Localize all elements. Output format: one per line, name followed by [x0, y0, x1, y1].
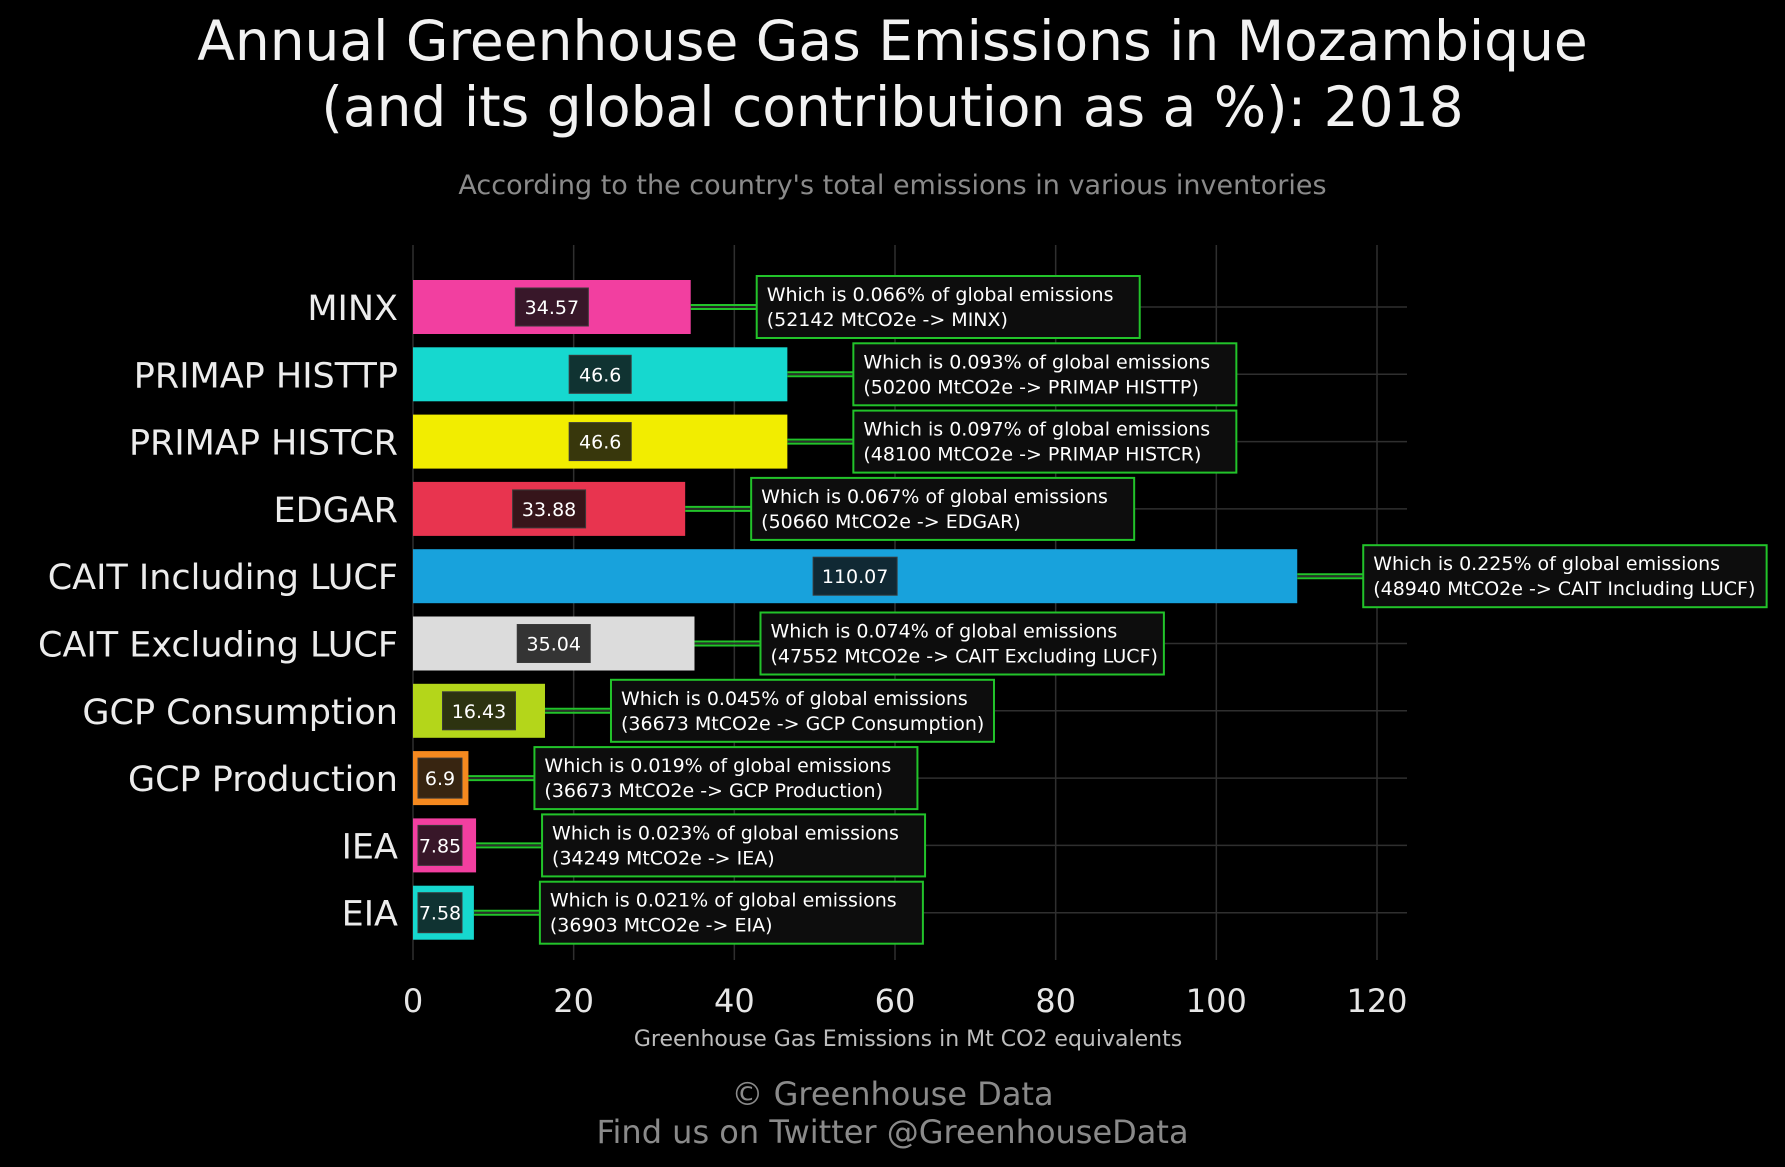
- annotation-line2: (36673 MtCO2e -> GCP Production): [544, 780, 883, 802]
- value-label-box: [568, 354, 632, 394]
- chart-subtitle: According to the country's total emissio…: [458, 170, 1327, 201]
- annotation-line2: (52142 MtCO2e -> MINX): [767, 309, 1008, 331]
- annotation-line1: Which is 0.066% of global emissions: [767, 284, 1114, 306]
- value-label-box: [514, 287, 589, 327]
- x-tick-label: 20: [553, 982, 594, 1020]
- annotation-line1: Which is 0.023% of global emissions: [552, 822, 899, 844]
- footer-twitter: Find us on Twitter @GreenhouseData: [596, 1113, 1189, 1151]
- annotation-box: [852, 409, 1238, 474]
- annotation-box: [538, 880, 924, 945]
- value-label-box: [417, 824, 463, 866]
- value-label: 16.43: [452, 701, 506, 723]
- chart-title: Annual Greenhouse Gas Emissions in Mozam…: [0, 8, 1785, 140]
- annotation-line1: Which is 0.067% of global emissions: [761, 486, 1108, 508]
- chart-title-line2: (and its global contribution as a %): 20…: [321, 75, 1464, 139]
- annotation-box: [1362, 544, 1768, 609]
- value-label: 46.6: [579, 432, 621, 454]
- annotation-box: [759, 611, 1165, 676]
- annotation-line2: (36673 MtCO2e -> GCP Consumption): [621, 713, 984, 735]
- value-label: 7.58: [419, 903, 461, 925]
- value-label-box: [417, 757, 463, 799]
- category-label: GCP Consumption: [82, 693, 398, 733]
- chart-title-line1: Annual Greenhouse Gas Emissions in Mozam…: [197, 9, 1588, 73]
- value-label-box: [568, 422, 632, 462]
- annotation-line1: Which is 0.074% of global emissions: [770, 621, 1117, 643]
- annotation-line2: (34249 MtCO2e -> IEA): [552, 847, 775, 869]
- value-label: 34.57: [525, 297, 579, 319]
- category-label: EIA: [342, 895, 398, 935]
- x-tick-label: 100: [1186, 982, 1247, 1020]
- annotation-line1: Which is 0.021% of global emissions: [550, 890, 897, 912]
- value-label: 46.6: [579, 364, 621, 386]
- category-label: CAIT Excluding LUCF: [38, 626, 398, 666]
- x-tick-label: 60: [875, 982, 916, 1020]
- annotation-line2: (50660 MtCO2e -> EDGAR): [761, 511, 1021, 533]
- value-label-box: [417, 892, 463, 934]
- annotation-line2: (50200 MtCO2e -> PRIMAP HISTTP): [863, 376, 1198, 398]
- value-label-box: [441, 691, 516, 731]
- annotation-line1: Which is 0.097% of global emissions: [863, 419, 1210, 441]
- annotation-line2: (36903 MtCO2e -> EIA): [550, 915, 773, 937]
- footer-copyright: © Greenhouse Data: [731, 1075, 1054, 1113]
- x-tick-label: 120: [1346, 982, 1407, 1020]
- category-label: IEA: [342, 827, 398, 867]
- x-tick-label: 0: [403, 982, 423, 1020]
- value-label: 33.88: [522, 499, 576, 521]
- annotation-box: [609, 678, 995, 743]
- annotation-box: [541, 813, 927, 878]
- category-labels: MINX PRIMAP HISTTP PRIMAP HISTCR EDGAR CAIT …: [38, 289, 398, 935]
- value-label: 35.04: [527, 634, 581, 656]
- x-tick-label: 40: [714, 982, 755, 1020]
- value-label-box: [516, 624, 591, 663]
- value-label-box: [512, 489, 587, 529]
- value-label: 7.85: [419, 835, 461, 857]
- annotation-line1: Which is 0.045% of global emissions: [621, 688, 968, 710]
- annotation-box: [852, 342, 1238, 407]
- x-axis-label: Greenhouse Gas Emissions in Mt CO2 equiv…: [634, 1027, 1182, 1052]
- value-label: 110.07: [822, 566, 888, 588]
- annotation-line1: Which is 0.019% of global emissions: [544, 755, 891, 777]
- category-label: PRIMAP HISTCR: [129, 424, 398, 464]
- value-label: 6.9: [425, 768, 455, 790]
- annotation-line1: Which is 0.093% of global emissions: [863, 351, 1210, 373]
- category-label: MINX: [307, 289, 398, 329]
- value-label-box: [812, 556, 898, 596]
- category-label: EDGAR: [274, 491, 398, 531]
- x-tick-labels: 0 20 40 60 80 100 120: [403, 982, 1408, 1020]
- annotation-line2: (47552 MtCO2e -> CAIT Excluding LUCF): [770, 646, 1157, 668]
- category-label: GCP Production: [128, 760, 398, 800]
- category-label: PRIMAP HISTTP: [134, 356, 398, 396]
- x-tick-label: 80: [1035, 982, 1076, 1020]
- annotation-box: [533, 746, 919, 811]
- annotation-line2: (48100 MtCO2e -> PRIMAP HISTCR): [863, 444, 1201, 466]
- annotation-line2: (48940 MtCO2e -> CAIT Including LUCF): [1373, 578, 1755, 600]
- category-label: CAIT Including LUCF: [48, 558, 398, 598]
- annotation-box: [755, 275, 1141, 339]
- annotation-line1: Which is 0.225% of global emissions: [1373, 553, 1720, 575]
- bars: 34.57 Which is 0.066% of global emissions…: [413, 275, 1768, 945]
- annotation-box: [750, 476, 1136, 541]
